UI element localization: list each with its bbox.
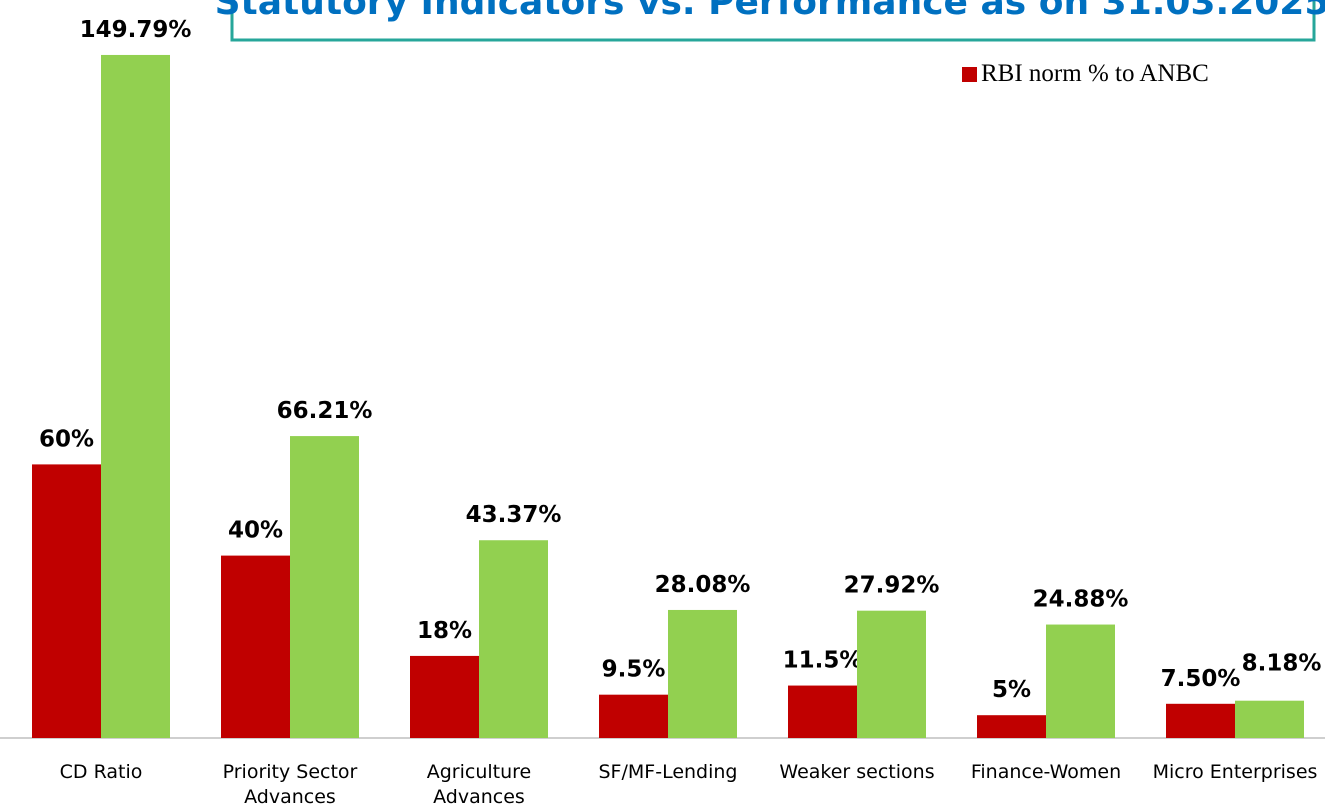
data-label: 149.79% [80, 17, 192, 43]
legend-swatch [962, 67, 977, 82]
chart-title: Statutory Indicators vs. Performance as … [215, 0, 1325, 23]
data-label: 43.37% [466, 502, 562, 528]
data-label: 60% [39, 426, 94, 452]
bar [101, 54, 170, 739]
bar [221, 555, 290, 738]
data-label: 7.50% [1161, 666, 1241, 692]
x-tick-label: Finance-Women [970, 761, 1122, 783]
data-label: 24.88% [1033, 587, 1129, 613]
bar [1235, 700, 1304, 738]
bar [290, 436, 359, 738]
x-tick-label: CD Ratio [59, 761, 143, 783]
data-label: 9.5% [602, 657, 666, 683]
bar [857, 610, 926, 738]
bar [1046, 624, 1115, 738]
bar [788, 685, 857, 738]
data-label: 18% [417, 618, 472, 644]
data-label: 40% [228, 518, 283, 544]
data-label: 66.21% [277, 398, 373, 424]
x-tick-label: Priority Sector Advances [222, 761, 358, 808]
bar [668, 609, 737, 738]
x-tick-label: SF/MF-Lending [598, 761, 738, 783]
bar [1166, 703, 1235, 738]
data-label: 8.18% [1242, 651, 1322, 677]
title-box [230, 0, 1316, 42]
data-label: 11.5% [783, 648, 863, 674]
data-label: 28.08% [655, 572, 751, 598]
bar [977, 715, 1046, 738]
data-label: 27.92% [844, 573, 940, 599]
legend-label: RBI norm % to ANBC [981, 60, 1209, 87]
bar [410, 655, 479, 738]
bar [32, 464, 101, 738]
bar [599, 694, 668, 738]
x-tick-label: Agriculture Advances [426, 761, 532, 808]
x-tick-label: Micro Enterprises [1152, 761, 1318, 783]
x-tick-label: Weaker sections [779, 761, 935, 783]
bar [479, 540, 548, 738]
data-label: 5% [992, 677, 1031, 703]
